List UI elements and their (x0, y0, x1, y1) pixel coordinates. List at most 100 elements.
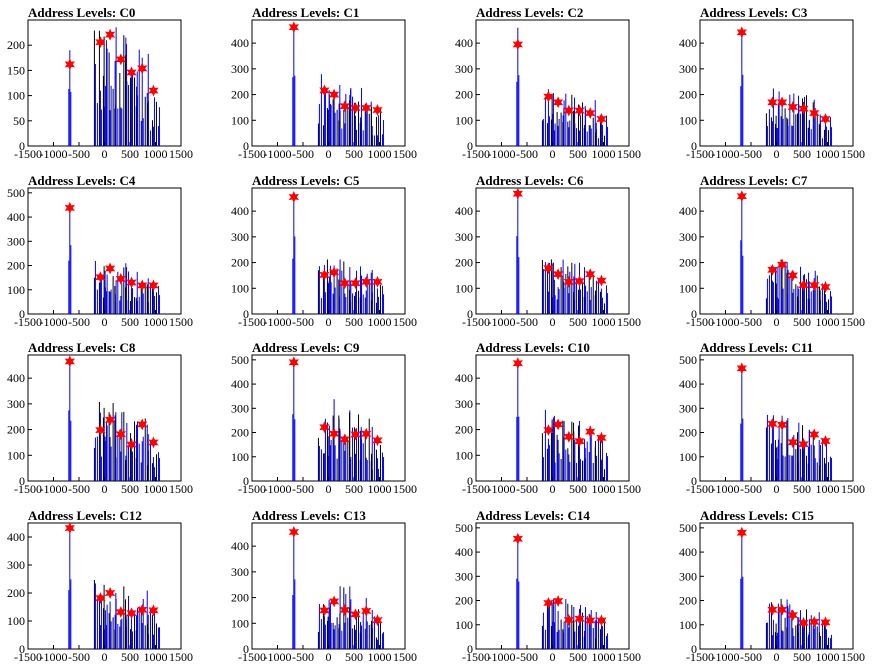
x-tick-label: -1500 (238, 482, 266, 496)
x-tick-label: 1500 (617, 315, 641, 329)
x-tick-label: 1000 (144, 650, 168, 664)
y-tick-label: 500 (679, 521, 697, 535)
x-tick-label: 0 (774, 147, 780, 161)
panel-title: Address Levels: C6 (476, 173, 584, 188)
panel-title: Address Levels: C15 (700, 508, 814, 523)
peak-marker (798, 279, 809, 292)
peak-marker (596, 614, 607, 627)
peak-marker (361, 604, 372, 617)
x-tick-label: 0 (102, 650, 108, 664)
y-tick-label: 200 (455, 256, 473, 270)
y-tick-label: 300 (455, 230, 473, 244)
peak-marker (820, 435, 831, 447)
y-tick-label: 0 (467, 307, 473, 321)
peak-marker (104, 262, 116, 275)
histogram-panel-13: Address Levels: C13 -1500-1000 -500 0 500 100… (231, 508, 417, 664)
x-tick-label: 500 (121, 147, 139, 161)
peak-marker (552, 418, 564, 431)
x-tick-label: -500 (740, 147, 762, 161)
x-tick-label: -1000 (712, 315, 740, 329)
histogram-panel-8: Address Levels: C8-1500-1000 -500 0 500 1000… (7, 340, 193, 496)
panel-title: Address Levels: C13 (252, 508, 366, 523)
x-tick-label: 1500 (169, 315, 193, 329)
y-tick-label: 300 (7, 558, 25, 572)
peak-marker (328, 88, 340, 101)
x-tick-label: 1000 (144, 315, 168, 329)
x-tick-label: 500 (345, 315, 363, 329)
x-tick-label: -500 (68, 147, 90, 161)
x-tick-label: 0 (326, 315, 332, 329)
panel-title: Address Levels: C7 (700, 173, 808, 188)
peak-marker (574, 275, 585, 288)
peak-marker (736, 190, 747, 203)
y-tick-label: 500 (231, 353, 249, 367)
x-tick-label: -500 (292, 650, 314, 664)
peak-marker (736, 526, 747, 539)
peak-marker (126, 276, 137, 289)
peak-marker (95, 424, 106, 437)
y-tick-label: 200 (679, 426, 697, 440)
x-tick-label: 1500 (393, 315, 417, 329)
x-tick-label: 500 (345, 482, 363, 496)
x-tick-label: -1000 (40, 147, 68, 161)
x-tick-label: 1000 (816, 482, 840, 496)
x-tick-label: 1000 (144, 482, 168, 496)
y-tick-label: 400 (455, 204, 473, 218)
peak-marker (137, 603, 148, 616)
peak-marker (64, 522, 75, 534)
peak-marker (820, 113, 831, 125)
x-tick-label: 0 (774, 315, 780, 329)
y-tick-label: 200 (7, 586, 25, 600)
peak-marker (361, 101, 372, 114)
y-tick-label: 400 (679, 204, 697, 218)
x-tick-label: 500 (569, 650, 587, 664)
peak-marker (512, 357, 523, 370)
x-tick-label: -1500 (14, 315, 42, 329)
y-tick-label: 0 (691, 474, 697, 488)
y-tick-label: 500 (455, 521, 473, 535)
histogram-panel-7: Address Levels: C7-1500-1000 -500 0 500 1000… (679, 173, 865, 329)
peak-marker (64, 355, 75, 368)
peak-marker (596, 431, 607, 444)
peak-marker (574, 612, 585, 625)
peak-marker (339, 603, 350, 616)
y-tick-label: 200 (231, 88, 249, 102)
x-tick-label: -1500 (686, 315, 714, 329)
peak-marker (319, 268, 330, 281)
x-tick-label: -1000 (712, 482, 740, 496)
y-tick-label: 200 (231, 426, 249, 440)
peak-marker (95, 36, 106, 49)
y-tick-label: 0 (467, 474, 473, 488)
peak-marker (596, 113, 607, 125)
histogram-panel-4: Address Levels: C4-1500-1000 -500 0 500 1000… (7, 173, 193, 329)
peak-marker (339, 100, 350, 113)
x-tick-label: -500 (516, 482, 538, 496)
x-tick-label: 1000 (816, 147, 840, 161)
y-tick-label: 100 (7, 448, 25, 462)
x-tick-label: -500 (292, 147, 314, 161)
peak-marker (798, 102, 809, 115)
y-tick-label: 300 (679, 569, 697, 583)
x-tick-label: -1500 (462, 650, 490, 664)
x-tick-label: 1500 (617, 650, 641, 664)
x-tick-label: 1500 (393, 147, 417, 161)
y-tick-label: 300 (231, 230, 249, 244)
y-tick-label: 400 (679, 36, 697, 50)
peak-marker (137, 279, 148, 292)
y-tick-label: 100 (7, 283, 25, 297)
y-tick-label: 100 (455, 113, 473, 127)
peak-marker (552, 595, 564, 607)
peak-marker (372, 104, 383, 116)
x-tick-label: -1500 (14, 482, 42, 496)
y-tick-label: 100 (231, 450, 249, 464)
peak-marker (563, 104, 574, 117)
x-tick-label: 1500 (617, 147, 641, 161)
x-tick-label: 500 (793, 315, 811, 329)
x-tick-label: 0 (550, 147, 556, 161)
panel-title: Address Levels: C1 (252, 5, 359, 20)
y-tick-label: 100 (679, 618, 697, 632)
peak-marker (563, 275, 574, 288)
peak-marker (339, 433, 350, 446)
y-tick-label: 400 (7, 210, 25, 224)
peak-marker (767, 603, 778, 616)
